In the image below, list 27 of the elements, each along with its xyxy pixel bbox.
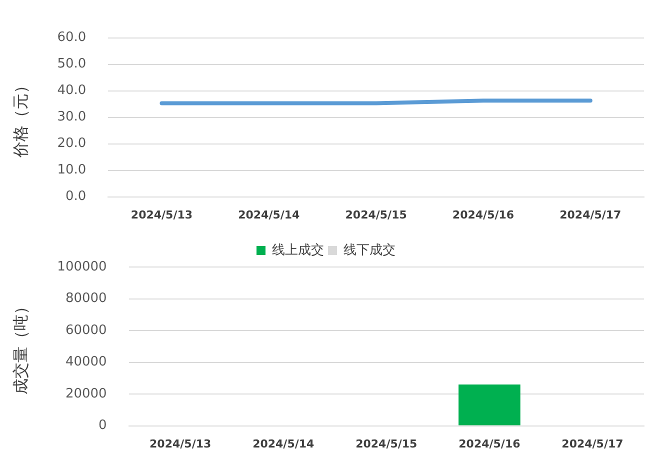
y-tick-label: 60.0 [57,30,86,46]
y-tick-label: 80000 [65,291,107,306]
y-tick-label: 40000 [65,354,107,370]
x-tick-label: 2024/5/14 [238,208,300,222]
y-axis-title: 成交量（吨） [10,298,30,394]
y-tick-label: 50.0 [57,56,86,72]
y-tick-label: 20.0 [57,136,86,152]
y-tick-label: 100000 [57,259,107,274]
x-tick-label: 2024/5/15 [345,208,407,222]
y-tick-label: 60000 [65,322,107,338]
y-axis-title: 价格（元） [10,77,30,158]
y-tick-label: 40.0 [57,83,86,98]
x-tick-label: 2024/5/14 [252,437,315,450]
y-tick-label: 0 [98,418,107,434]
legend-label: 线上成交 [272,242,324,258]
legend-label: 线下成交 [344,242,396,258]
x-tick-label: 2024/5/17 [560,208,622,222]
y-tick-label: 20000 [65,386,107,402]
x-tick-label: 2024/5/17 [562,437,624,450]
x-tick-label: 2024/5/15 [356,437,418,450]
x-tick-label: 2024/5/13 [130,208,193,222]
y-tick-label: 30.0 [57,110,86,125]
y-tick-label: 10.0 [57,162,86,178]
y-tick-label: 0.0 [65,189,86,204]
x-tick-label: 2024/5/16 [452,208,514,222]
x-tick-label: 2024/5/13 [150,437,212,450]
x-tick-label: 2024/5/16 [458,437,521,450]
